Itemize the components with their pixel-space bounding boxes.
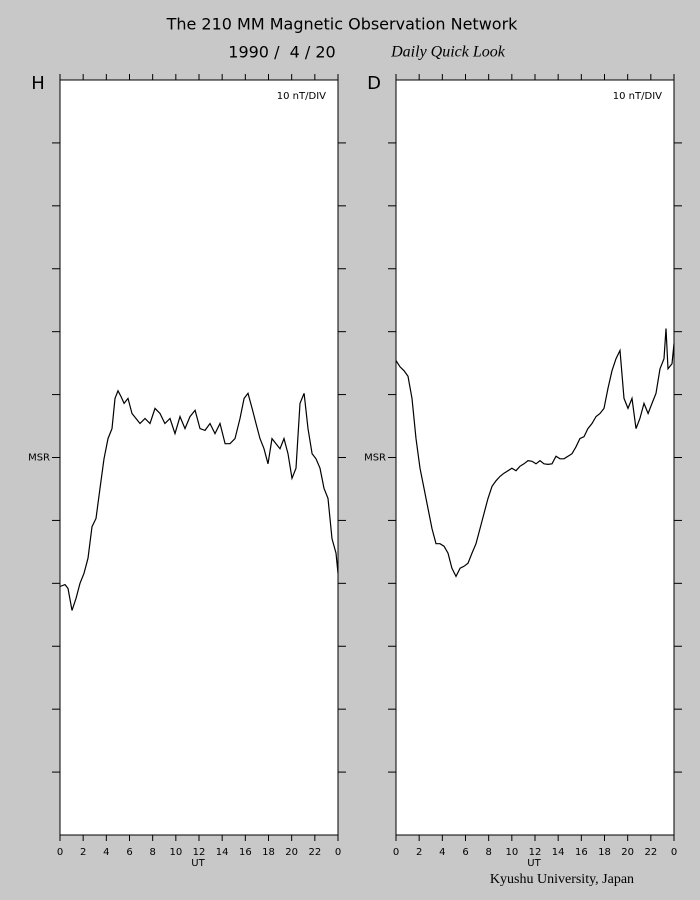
scale-label: 10 nT/DIV — [613, 91, 662, 102]
x-tick-label: 8 — [485, 847, 491, 858]
x-tick-label: 22 — [308, 847, 321, 858]
y-tick-label: MSR — [364, 453, 386, 464]
x-tick-label: 0 — [671, 847, 677, 858]
x-tick-label: 4 — [103, 847, 109, 858]
x-tick-label: 18 — [262, 847, 275, 858]
scale-label: 10 nT/DIV — [277, 91, 326, 102]
x-axis-label: UT — [527, 858, 541, 869]
y-tick-label: MSR — [28, 453, 50, 464]
panel-label: D — [367, 73, 381, 94]
x-tick-label: 2 — [416, 847, 422, 858]
x-tick-label: 0 — [335, 847, 341, 858]
x-tick-label: 6 — [462, 847, 468, 858]
title: The 210 MM Magnetic Observation Network — [166, 15, 519, 34]
plot-area — [59, 79, 339, 836]
x-tick-label: 8 — [149, 847, 155, 858]
x-tick-label: 12 — [193, 847, 206, 858]
x-tick-label: 18 — [598, 847, 611, 858]
x-tick-label: 22 — [644, 847, 657, 858]
x-tick-label: 0 — [393, 847, 399, 858]
x-tick-label: 14 — [216, 847, 229, 858]
x-tick-label: 6 — [126, 847, 132, 858]
plot-area — [395, 79, 675, 836]
x-tick-label: 10 — [169, 847, 182, 858]
x-tick-label: 16 — [239, 847, 252, 858]
date: 1990 / 4 / 20 — [228, 43, 335, 62]
x-axis-label: UT — [191, 858, 205, 869]
trace — [59, 389, 339, 611]
x-tick-label: 4 — [439, 847, 445, 858]
x-tick-label: 20 — [621, 847, 634, 858]
subtitle: Daily Quick Look — [390, 44, 506, 61]
x-tick-label: 20 — [285, 847, 298, 858]
x-tick-label: 10 — [505, 847, 518, 858]
x-tick-label: 0 — [57, 847, 63, 858]
panel-label: H — [31, 73, 45, 94]
x-tick-label: 16 — [575, 847, 588, 858]
trace — [395, 328, 675, 578]
x-tick-label: 2 — [80, 847, 86, 858]
x-tick-label: 12 — [529, 847, 542, 858]
footer: Kyushu University, Japan — [490, 872, 634, 887]
x-tick-label: 14 — [552, 847, 565, 858]
